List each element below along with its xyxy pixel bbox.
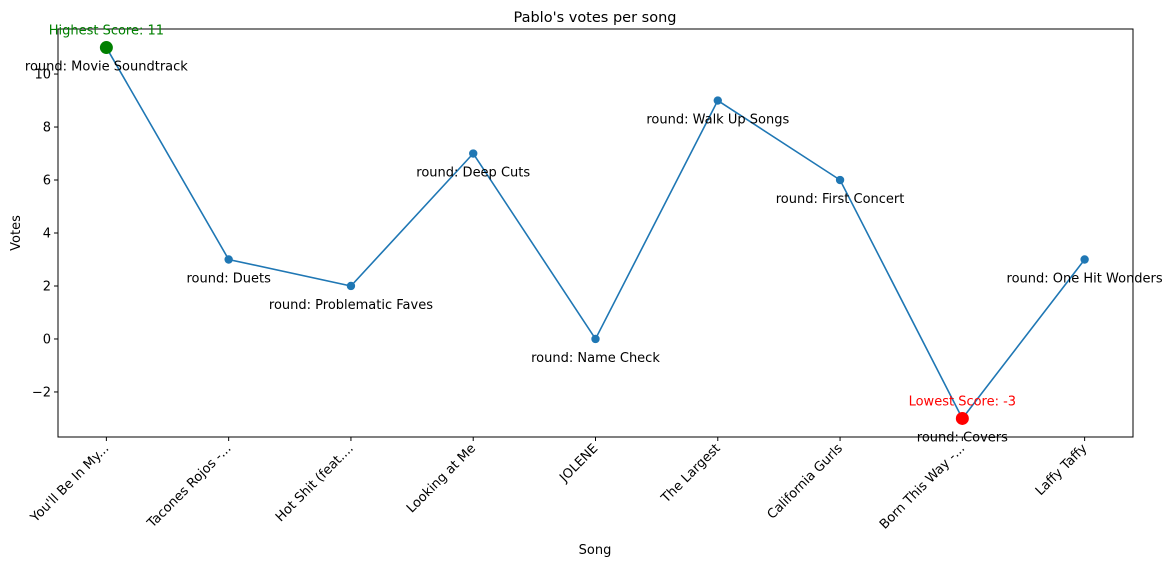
y-tick-label: 4 xyxy=(43,227,51,242)
data-point xyxy=(1080,255,1089,264)
y-tick-label: 2 xyxy=(43,279,51,294)
round-label: round: Name Check xyxy=(531,351,660,366)
round-label: round: Covers xyxy=(917,430,1008,445)
round-label: round: One Hit Wonders xyxy=(1007,271,1163,286)
y-tick-label: −2 xyxy=(32,385,51,400)
x-tick-label: You'll Be In My... xyxy=(27,441,112,526)
y-axis: −2 0 2 4 6 8 10 xyxy=(32,68,58,400)
data-point xyxy=(469,149,478,158)
x-axis: You'll Be In My... Tacones Rojos -... Hot … xyxy=(27,437,1091,532)
x-tick-label: JOLENE xyxy=(556,441,601,486)
chart-title: Pablo's votes per song xyxy=(514,10,677,26)
round-label: round: Movie Soundtrack xyxy=(25,60,188,75)
highest-score-label: Highest Score: 11 xyxy=(49,24,164,39)
data-point xyxy=(835,175,845,185)
plot-area-frame xyxy=(57,28,1134,438)
highest-score-marker xyxy=(99,41,113,55)
data-point xyxy=(591,334,600,344)
x-tick-label: Hot Shit (feat.... xyxy=(273,441,357,525)
lowest-score-marker xyxy=(955,411,969,425)
series-layer xyxy=(99,41,1089,425)
y-tick-label: 0 xyxy=(43,332,51,347)
annotation-layer: round: Movie Soundtrack round: Duets round… xyxy=(25,24,1163,446)
y-axis-title: Votes xyxy=(9,215,24,251)
lowest-score-label: Lowest Score: -3 xyxy=(909,394,1017,409)
round-label: round: Deep Cuts xyxy=(416,166,530,181)
y-tick-label: 6 xyxy=(43,174,51,189)
round-label: round: First Concert xyxy=(776,192,905,207)
x-tick-label: Tacones Rojos -... xyxy=(144,441,234,531)
round-label: round: Duets xyxy=(186,271,271,286)
x-tick-label: The Largest xyxy=(658,441,724,507)
data-point xyxy=(346,281,356,291)
round-label: round: Problematic Faves xyxy=(269,298,433,313)
x-tick-label: Born This Way -... xyxy=(877,441,968,532)
y-tick-label: 10 xyxy=(34,68,51,83)
data-point xyxy=(713,96,722,105)
round-label: round: Walk Up Songs xyxy=(646,113,789,128)
x-tick-label: Laffy Taffy xyxy=(1033,441,1091,499)
y-tick-label: 8 xyxy=(43,121,51,136)
data-point xyxy=(224,255,233,264)
x-tick-label: California Gurls xyxy=(765,441,846,522)
x-axis-title: Song xyxy=(579,543,612,558)
x-tick-label: Looking at Me xyxy=(404,441,479,516)
